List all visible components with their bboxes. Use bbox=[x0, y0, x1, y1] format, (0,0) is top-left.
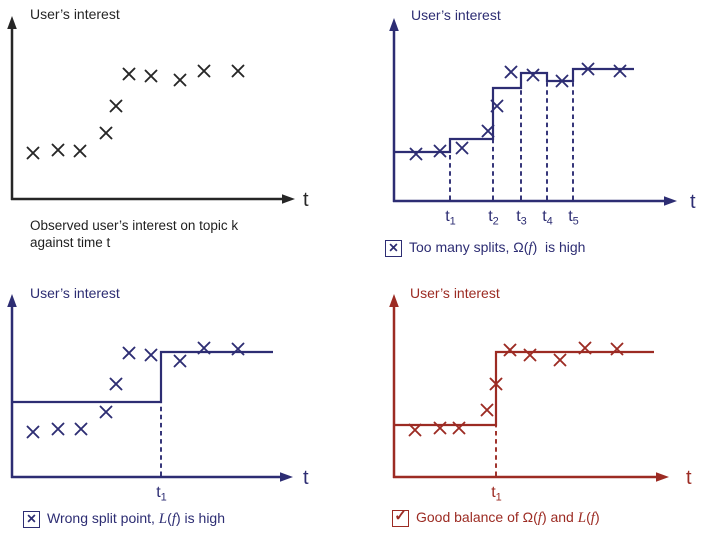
scatter-x-marker bbox=[231, 342, 245, 356]
scatter-x-marker bbox=[144, 348, 158, 362]
y-axis-arrow-icon bbox=[7, 294, 17, 307]
scatter-x-marker bbox=[504, 65, 518, 79]
split-label: t1 bbox=[156, 484, 167, 504]
panel-good-balance: User’s interest t t1 bbox=[389, 285, 692, 504]
split-label: t5 bbox=[568, 208, 579, 228]
scatter-x-marker bbox=[173, 354, 187, 368]
scatter-x-marker bbox=[578, 341, 592, 355]
caption-wrong-split: ✕ Wrong split point, L(f) is high bbox=[23, 510, 225, 528]
x-axis-t-label: t bbox=[686, 467, 692, 489]
x-axis-t-label: t bbox=[690, 191, 696, 213]
scatter-x-marker bbox=[452, 421, 466, 435]
scatter-x-marker bbox=[555, 74, 569, 88]
x-checkbox-icon: ✕ bbox=[23, 510, 40, 528]
split-label: t2 bbox=[488, 208, 499, 228]
scatter-x-marker bbox=[74, 422, 88, 436]
y-axis-arrow-icon bbox=[7, 16, 17, 29]
scatter-x-marker bbox=[433, 421, 447, 435]
y-axis-arrow-icon bbox=[389, 18, 399, 31]
fitted-step-line bbox=[12, 350, 273, 404]
x-checkbox-icon: ✕ bbox=[385, 239, 402, 257]
scatter-x-marker bbox=[51, 143, 65, 157]
scatter-x-marker bbox=[503, 343, 517, 357]
scatter-x-marker bbox=[553, 353, 567, 367]
x-axis-t-label: t bbox=[303, 467, 309, 489]
caption-observed-line-2: against time t bbox=[30, 235, 111, 250]
checkmark-checkbox-icon: ✓ bbox=[392, 508, 409, 527]
scatter-x-marker bbox=[144, 69, 158, 83]
scatter-x-marker bbox=[26, 425, 40, 439]
caption-wrong-split-text: Wrong split point, L(f) is high bbox=[47, 510, 226, 527]
scatter-x-marker bbox=[523, 348, 537, 362]
scatter-x-marker bbox=[99, 126, 113, 140]
x-axis-arrow-icon bbox=[664, 196, 677, 206]
scatter-x-marker bbox=[231, 64, 245, 78]
scatter-x-marker bbox=[581, 62, 595, 76]
scatter-x-marker bbox=[122, 67, 136, 81]
scatter-x-marker bbox=[122, 346, 136, 360]
caption-observed-line-1: Observed user’s interest on topic k bbox=[30, 218, 239, 233]
split-label: t1 bbox=[491, 484, 502, 504]
caption-too-many-splits-text: Too many splits, Ω(f) is high bbox=[409, 239, 586, 256]
scatter-x-marker bbox=[99, 405, 113, 419]
x-axis-arrow-icon bbox=[280, 472, 293, 482]
panel-observed: User’s interest t bbox=[7, 6, 309, 211]
scatter-x-marker bbox=[610, 342, 624, 356]
scatter-x-marker bbox=[51, 422, 65, 436]
scatter-x-marker bbox=[73, 144, 87, 158]
scatter-x-marker bbox=[197, 64, 211, 78]
scatter-x-marker bbox=[489, 377, 503, 391]
scatter-x-marker bbox=[490, 99, 504, 113]
panel-title: User’s interest bbox=[410, 285, 500, 301]
scatter-x-marker bbox=[109, 377, 123, 391]
caption-observed: Observed user’s interest on topic k agai… bbox=[30, 217, 238, 251]
x-axis-arrow-icon bbox=[282, 194, 295, 204]
x-axis-arrow-icon bbox=[656, 472, 669, 482]
scatter-x-marker bbox=[173, 73, 187, 87]
panel-too-many-splits: User’s interest t t1 t2 t3 t4 t5 bbox=[389, 7, 696, 228]
y-axis-arrow-icon bbox=[389, 294, 399, 307]
panel-title: User’s interest bbox=[411, 7, 501, 23]
scatter-x-marker bbox=[109, 99, 123, 113]
fitted-step-line bbox=[394, 67, 634, 154]
scatter-x-marker bbox=[480, 403, 494, 417]
scatter-x-marker bbox=[433, 144, 447, 158]
scatter-x-marker bbox=[526, 68, 540, 82]
panel-title: User’s interest bbox=[30, 285, 120, 301]
scatter-x-marker bbox=[481, 124, 495, 138]
scatter-x-marker bbox=[455, 141, 469, 155]
scatter-x-marker bbox=[409, 147, 423, 161]
fitted-step-line bbox=[394, 350, 654, 427]
caption-good-balance: ✓ Good balance of Ω(f) and L(f) bbox=[392, 508, 600, 527]
panel-title: User’s interest bbox=[30, 6, 120, 22]
caption-good-balance-text: Good balance of Ω(f) and L(f) bbox=[416, 509, 600, 526]
split-label: t4 bbox=[542, 208, 553, 228]
scatter-x-marker bbox=[613, 64, 627, 78]
x-axis-t-label: t bbox=[303, 189, 309, 211]
scatter-x-marker bbox=[408, 423, 422, 437]
caption-too-many-splits: ✕ Too many splits, Ω(f) is high bbox=[385, 239, 585, 257]
split-label: t1 bbox=[445, 208, 456, 228]
panel-wrong-split: User’s interest t t1 bbox=[7, 285, 309, 504]
scatter-x-marker bbox=[197, 341, 211, 355]
split-label: t3 bbox=[516, 208, 527, 228]
scatter-x-marker bbox=[26, 146, 40, 160]
